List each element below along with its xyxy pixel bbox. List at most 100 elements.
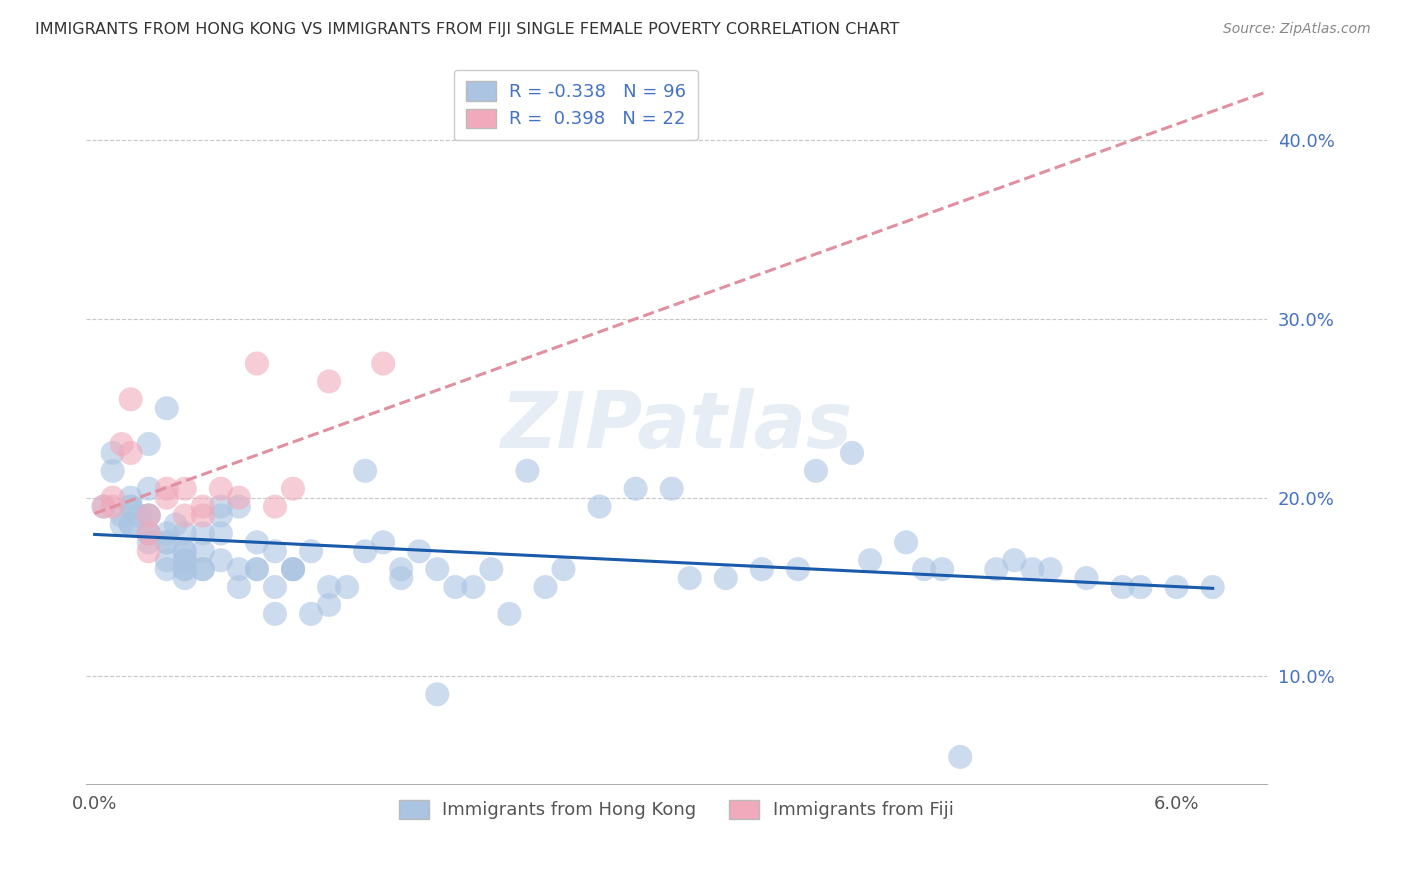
Point (246, 535, 269, 549)
Point (156, 482, 179, 496)
Point (228, 580, 250, 594)
Point (209, 482, 232, 496)
Point (986, 562, 1008, 576)
Point (156, 553, 179, 567)
Point (173, 508, 195, 523)
Point (101, 500, 124, 514)
Point (479, 562, 502, 576)
Point (246, 562, 269, 576)
Point (264, 544, 287, 558)
Point (299, 607, 322, 621)
Point (209, 508, 232, 523)
Point (516, 464, 538, 478)
Point (553, 562, 575, 576)
Point (912, 562, 935, 576)
Point (173, 553, 195, 567)
Point (714, 571, 737, 585)
Point (138, 508, 160, 523)
Point (228, 562, 250, 576)
Point (354, 464, 377, 478)
Point (111, 517, 134, 532)
Point (1002, 553, 1025, 567)
Point (120, 446, 142, 460)
Point (111, 508, 134, 523)
Point (804, 464, 827, 478)
Point (354, 544, 377, 558)
Point (281, 562, 304, 576)
Text: Source: ZipAtlas.com: Source: ZipAtlas.com (1223, 22, 1371, 37)
Point (138, 437, 160, 451)
Point (841, 446, 863, 460)
Point (111, 437, 134, 451)
Point (299, 544, 322, 558)
Point (138, 535, 160, 549)
Point (173, 526, 195, 541)
Point (173, 482, 195, 496)
Point (1076, 571, 1098, 585)
Point (156, 535, 179, 549)
Point (120, 500, 142, 514)
Point (173, 571, 195, 585)
Point (138, 482, 160, 496)
Point (173, 544, 195, 558)
Point (281, 562, 304, 576)
Point (101, 491, 124, 505)
Point (209, 553, 232, 567)
Point (408, 544, 430, 558)
Point (1039, 562, 1062, 576)
Point (120, 517, 142, 532)
Point (661, 482, 683, 496)
Legend: Immigrants from Hong Kong, Immigrants from Fiji: Immigrants from Hong Kong, Immigrants fr… (392, 793, 960, 825)
Point (498, 607, 520, 621)
Point (534, 580, 557, 594)
Point (931, 562, 953, 576)
Point (1021, 562, 1043, 576)
Point (1111, 580, 1133, 594)
Point (318, 598, 340, 612)
Point (101, 464, 124, 478)
Point (894, 535, 917, 549)
Point (156, 535, 179, 549)
Point (588, 500, 610, 514)
Point (128, 508, 150, 523)
Point (138, 526, 160, 541)
Point (426, 687, 449, 701)
Point (426, 562, 449, 576)
Point (120, 392, 142, 407)
Point (318, 375, 340, 389)
Point (389, 562, 412, 576)
Point (138, 508, 160, 523)
Point (264, 500, 287, 514)
Text: IMMIGRANTS FROM HONG KONG VS IMMIGRANTS FROM FIJI SINGLE FEMALE POVERTY CORRELAT: IMMIGRANTS FROM HONG KONG VS IMMIGRANTS … (35, 22, 900, 37)
Point (191, 508, 214, 523)
Point (138, 544, 160, 558)
Point (264, 607, 287, 621)
Point (949, 750, 972, 764)
Point (191, 562, 214, 576)
Point (191, 500, 214, 514)
Point (444, 580, 467, 594)
Point (156, 562, 179, 576)
Point (120, 500, 142, 514)
Point (679, 571, 702, 585)
Point (173, 553, 195, 567)
Point (463, 580, 485, 594)
Point (138, 526, 160, 541)
Point (165, 517, 187, 532)
Point (1129, 580, 1152, 594)
Point (191, 526, 214, 541)
Point (93, 500, 115, 514)
Point (173, 562, 195, 576)
Point (787, 562, 810, 576)
Point (209, 526, 232, 541)
Point (120, 517, 142, 532)
Point (751, 562, 773, 576)
Point (389, 571, 412, 585)
Point (156, 526, 179, 541)
Point (93, 500, 115, 514)
Point (228, 500, 250, 514)
Point (228, 491, 250, 505)
Point (281, 562, 304, 576)
Point (1201, 580, 1223, 594)
Point (281, 482, 304, 496)
